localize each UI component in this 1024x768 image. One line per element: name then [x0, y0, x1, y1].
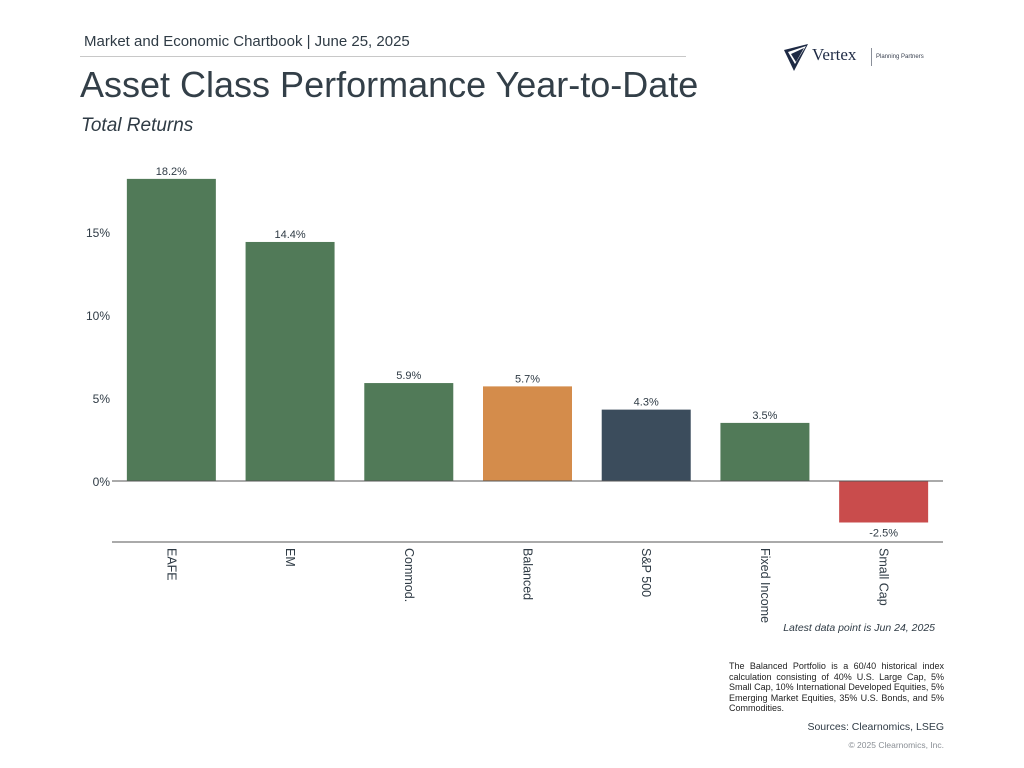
y-tick-label: 15% [86, 226, 110, 240]
bar-value-label: 4.3% [634, 397, 659, 409]
bar-value-label: 3.5% [752, 410, 777, 422]
bar-value-label: 5.9% [396, 370, 421, 382]
chartbook-header: Market and Economic Chartbook | June 25,… [84, 33, 410, 50]
y-tick-label: 0% [93, 475, 111, 489]
logo-tagline: Planning Partners [876, 54, 924, 60]
category-label: Balanced [521, 548, 535, 600]
bar [720, 422, 810, 481]
category-label: Fixed Income [758, 548, 772, 623]
y-tick-label: 10% [86, 309, 110, 323]
category-label: Commod. [402, 548, 416, 602]
category-label: Small Cap [877, 548, 891, 606]
bar [245, 241, 335, 481]
bar-value-label: 14.4% [274, 229, 305, 241]
bar-value-label: 18.2% [156, 166, 187, 178]
category-label: EAFE [164, 548, 178, 581]
vertex-logo: Vertex Planning Partners [782, 42, 942, 72]
sources-note: Sources: Clearnomics, LSEG [807, 721, 944, 733]
header-divider [80, 56, 686, 57]
latest-data-note: Latest data point is Jun 24, 2025 [783, 622, 935, 634]
y-tick-label: 5% [93, 392, 111, 406]
category-label: EM [283, 548, 297, 567]
bar [839, 481, 929, 523]
bar [601, 409, 691, 481]
vertex-logo-icon [784, 44, 808, 71]
bar-value-label: 5.7% [515, 373, 540, 385]
bar [126, 178, 216, 481]
category-label: S&P 500 [639, 548, 653, 597]
page-subtitle: Total Returns [81, 115, 194, 136]
logo-separator [871, 48, 872, 66]
page-title: Asset Class Performance Year-to-Date [80, 64, 699, 105]
bar-value-label: -2.5% [869, 528, 898, 540]
copyright-note: © 2025 Clearnomics, Inc. [848, 740, 944, 750]
bar [364, 383, 454, 481]
logo-name: Vertex [812, 45, 857, 64]
balanced-portfolio-footnote: The Balanced Portfolio is a 60/40 histor… [729, 661, 944, 714]
bar [483, 386, 572, 481]
